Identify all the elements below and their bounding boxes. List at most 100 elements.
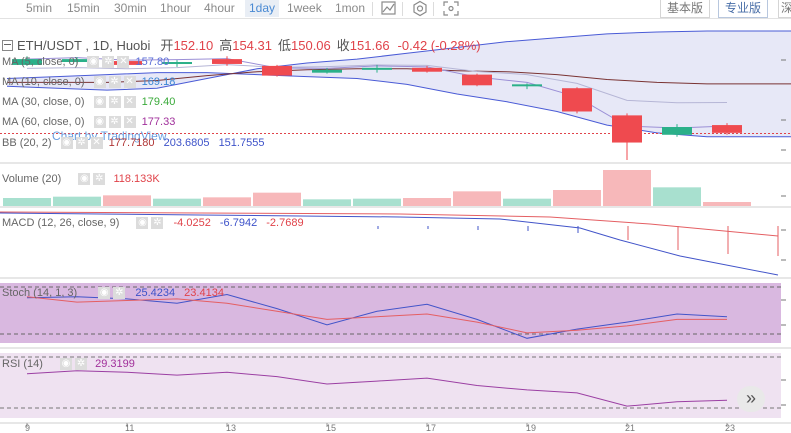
- stoch-value-d: 23.4134: [184, 287, 224, 299]
- eye-icon[interactable]: ◉: [93, 116, 106, 129]
- volume-bar: [653, 187, 701, 206]
- interval-1day[interactable]: 1day: [245, 0, 280, 17]
- close-icon[interactable]: ✕: [117, 56, 130, 69]
- interval-1hour[interactable]: 1hour: [160, 1, 191, 15]
- symbol-header: ETH/USDT , 1D, Huobi 开152.10 高154.31 低150.0…: [2, 35, 481, 54]
- time-tick: 15: [326, 423, 337, 433]
- interval-1week[interactable]: 1week: [287, 1, 322, 15]
- interval-30min[interactable]: 30min: [114, 1, 147, 15]
- ma10-value: 169.18: [141, 76, 176, 88]
- time-tick: 9: [25, 423, 31, 433]
- interval-5min[interactable]: 5min: [26, 1, 53, 15]
- high-value: 154.31: [232, 38, 272, 53]
- volume-bar: [403, 198, 451, 206]
- interval-4hour[interactable]: 4hour: [204, 1, 235, 15]
- gear-icon[interactable]: ✲: [93, 173, 106, 186]
- collapse-icon[interactable]: [2, 40, 13, 51]
- gear-icon[interactable]: ✲: [102, 56, 115, 69]
- bb-legend[interactable]: BB (20, 2) ◉ ✲ ✕ 177.7180 203.6805 151.755…: [2, 137, 264, 150]
- gear-icon[interactable]: ✲: [108, 76, 121, 89]
- ma10-legend[interactable]: MA (10, close, 0) ◉ ✲ ✕ 169.18: [2, 76, 175, 89]
- volume-bar: [353, 198, 401, 206]
- ma30-value: 179.40: [141, 96, 176, 108]
- candle-body: [712, 125, 742, 133]
- close-label: 收: [336, 38, 350, 53]
- candle-body: [362, 67, 392, 70]
- candle-body: [312, 69, 342, 73]
- volume-bar: [603, 170, 651, 206]
- volume-bar: [153, 198, 201, 206]
- ma5-legend[interactable]: MA (5, close, 0) ◉ ✲ ✕ 157.80: [2, 56, 169, 69]
- eye-icon[interactable]: ◉: [78, 173, 91, 186]
- macd-legend[interactable]: MACD (12, 26, close, 9) ◉ ✲ -4.0252 -6.79…: [2, 217, 304, 230]
- ma60-label: MA (60, close, 0): [2, 116, 85, 128]
- candle-body: [662, 127, 692, 135]
- time-tick: 19: [526, 423, 537, 433]
- eye-icon[interactable]: ◉: [136, 217, 149, 230]
- eye-icon[interactable]: ◉: [87, 56, 100, 69]
- stoch-label: Stoch (14, 1, 3): [2, 287, 78, 299]
- gear-icon[interactable]: ✲: [113, 287, 126, 300]
- toolbar-divider: [372, 2, 373, 16]
- macd-value-macd: -6.7942: [219, 217, 258, 229]
- toolbar-divider: [402, 2, 403, 16]
- bollinger-band-fill: [7, 30, 791, 137]
- gear-icon[interactable]: ✲: [75, 358, 88, 371]
- eye-icon[interactable]: ◉: [98, 287, 111, 300]
- gear-icon[interactable]: ✲: [108, 96, 121, 109]
- basic-version-button[interactable]: 基本版: [660, 0, 711, 18]
- timeframe-toolbar: 5min 15min 30min 1hour 4hour 1day 1week …: [0, 0, 791, 19]
- volume-bar: [53, 196, 101, 206]
- eye-icon[interactable]: ◉: [93, 96, 106, 109]
- eye-icon[interactable]: ◉: [60, 358, 73, 371]
- time-tick: 13: [226, 423, 237, 433]
- eye-icon[interactable]: ◉: [60, 137, 73, 150]
- stoch-d-line: [26, 296, 727, 334]
- time-tick: 11: [125, 423, 135, 433]
- close-icon[interactable]: ✕: [90, 137, 103, 150]
- ma10-label: MA (10, close, 0): [2, 76, 85, 88]
- ma5-label: MA (5, close, 0): [2, 56, 79, 68]
- bb-label: BB (20, 2): [2, 137, 52, 149]
- ma30-legend[interactable]: MA (30, close, 0) ◉ ✲ ✕ 179.40: [2, 96, 175, 109]
- ma30-label: MA (30, close, 0): [2, 96, 85, 108]
- indicator-icon[interactable]: [380, 0, 400, 17]
- bb-value-lower: 151.7555: [218, 137, 265, 149]
- gear-icon[interactable]: ✲: [151, 217, 164, 230]
- interval-15min[interactable]: 15min: [67, 1, 100, 15]
- time-tick: 23: [725, 423, 736, 433]
- close-icon[interactable]: ✕: [123, 96, 136, 109]
- eye-icon[interactable]: ◉: [93, 76, 106, 89]
- rsi-label: RSI (14): [2, 358, 43, 370]
- macd-label: MACD (12, 26, close, 9): [2, 217, 120, 229]
- volume-bar: [253, 192, 301, 206]
- volume-bar: [203, 197, 251, 206]
- interval-1mon[interactable]: 1mon: [335, 1, 366, 15]
- close-icon[interactable]: ✕: [123, 76, 136, 89]
- candle-body: [612, 115, 642, 143]
- scroll-to-latest-button[interactable]: »: [737, 386, 765, 412]
- ma60-legend[interactable]: MA (60, close, 0) ◉ ✲ ✕ 177.33: [2, 116, 175, 129]
- gear-icon[interactable]: [411, 0, 431, 17]
- close-icon[interactable]: ✕: [123, 116, 136, 129]
- pro-version-button[interactable]: 专业版: [718, 0, 769, 18]
- gear-icon[interactable]: ✲: [108, 116, 121, 129]
- volume-bar: [453, 191, 501, 206]
- open-label: 开: [160, 38, 174, 53]
- volume-bar: [103, 195, 151, 206]
- stoch-legend[interactable]: Stoch (14, 1, 3) ◉ ✲ 25.4234 23.4134: [2, 287, 224, 300]
- macd-value-signal: -2.7689: [266, 217, 304, 229]
- volume-legend[interactable]: Volume (20) ◉ ✲ 118.133K: [2, 173, 160, 186]
- candle-body: [412, 67, 442, 72]
- candle-body: [562, 88, 592, 112]
- other-version-button[interactable]: 深: [778, 0, 791, 18]
- low-label: 低: [277, 38, 291, 53]
- fullscreen-icon[interactable]: [442, 0, 462, 17]
- volume-bar: [303, 199, 351, 206]
- candle-body: [262, 65, 292, 76]
- rsi-legend[interactable]: RSI (14) ◉ ✲ 29.3199: [2, 358, 135, 371]
- rsi-value: 29.3199: [95, 358, 135, 370]
- double-chevron-right-icon: »: [745, 388, 756, 408]
- gear-icon[interactable]: ✲: [75, 137, 88, 150]
